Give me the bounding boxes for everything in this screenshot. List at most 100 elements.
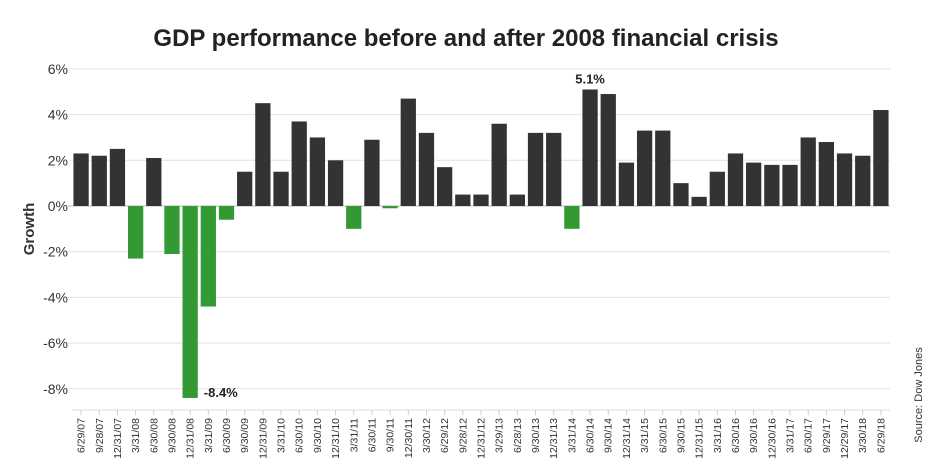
- x-tick-label: 3/30/18: [857, 418, 869, 453]
- bar: [636, 130, 653, 206]
- y-axis-label: Growth: [21, 203, 38, 256]
- bar: [309, 137, 326, 206]
- x-tick-label: 6/29/18: [875, 418, 887, 453]
- bar: [582, 89, 598, 206]
- bar: [382, 206, 398, 209]
- x-tick-label: 3/31/17: [785, 418, 797, 453]
- x-tick-label: 9/30/16: [748, 418, 760, 453]
- bar: [691, 196, 707, 206]
- bar: [546, 132, 562, 206]
- bar: [73, 153, 89, 206]
- bar: [327, 160, 344, 206]
- x-tick-label: 6/30/16: [730, 418, 742, 453]
- data-label: 5.1%: [575, 71, 605, 86]
- bar: [146, 158, 162, 206]
- bar: [727, 153, 744, 206]
- x-tick-label: 6/30/14: [585, 418, 597, 453]
- x-tick-label: 12/31/15: [694, 418, 706, 459]
- x-axis-tick-labels: 6/29/07 9/28/07 12/31/07 3/31/08 6/30/08 9/30…: [72, 409, 890, 459]
- bar: [855, 155, 871, 206]
- x-tick-label: 9/30/14: [603, 418, 615, 453]
- y-tick-label: -2%: [43, 244, 68, 260]
- x-tick-label: 9/30/15: [675, 418, 687, 453]
- x-tick-label: 12/29/17: [839, 418, 851, 459]
- x-tick-label: 12/31/13: [548, 418, 560, 459]
- x-tick-label: 3/30/12: [421, 418, 433, 453]
- x-tick-label: 3/31/10: [276, 418, 288, 453]
- y-tick-label: -8%: [43, 381, 68, 397]
- data-label: -8.4%: [204, 385, 238, 400]
- x-tick-label: 3/31/09: [203, 418, 215, 453]
- x-tick-label: 9/30/10: [312, 418, 324, 453]
- x-tick-label: 3/31/11: [348, 418, 360, 452]
- bar: [709, 171, 725, 206]
- x-tick-label: 6/29/07: [76, 418, 88, 453]
- bar: [746, 162, 762, 206]
- x-tick-label: 9/30/11: [385, 418, 397, 452]
- x-tick-label: 3/31/08: [130, 418, 142, 453]
- bar: [109, 148, 126, 207]
- bar: [200, 206, 216, 307]
- x-tick-label: 12/30/11: [403, 418, 415, 458]
- y-tick-label: 4%: [48, 107, 68, 123]
- x-tick-label: 6/30/08: [148, 418, 160, 453]
- bar: [655, 130, 671, 206]
- bar: [182, 206, 198, 398]
- bar: [564, 206, 580, 229]
- x-tick-label: 6/28/13: [512, 418, 524, 453]
- x-tick-label: 3/31/14: [566, 418, 578, 453]
- bar: [618, 162, 635, 206]
- x-tick-label: 3/29/13: [494, 418, 506, 453]
- bar: [455, 194, 471, 206]
- bar: [255, 103, 271, 206]
- y-axis-tick-labels: 6% 4% 2% 0% -2% -4% -6% -8%: [43, 61, 68, 397]
- bar: [218, 206, 235, 220]
- bar: [364, 139, 380, 206]
- x-tick-label: 6/30/10: [294, 418, 306, 453]
- x-tick-label: 9/30/13: [530, 418, 542, 453]
- bar: [836, 153, 853, 206]
- bar: [237, 171, 253, 206]
- bar: [527, 132, 544, 206]
- bar: [291, 121, 307, 206]
- x-tick-label: 9/28/07: [94, 418, 106, 453]
- y-tick-label: -4%: [43, 289, 68, 305]
- bar: [437, 167, 453, 206]
- bar: [400, 98, 416, 206]
- x-tick-label: 6/30/09: [221, 418, 233, 453]
- x-tick-label: 12/31/14: [621, 418, 633, 459]
- x-tick-label: 9/30/08: [166, 418, 178, 453]
- x-tick-label: 6/30/17: [803, 418, 815, 453]
- bar: [873, 110, 889, 206]
- x-tick-label: 12/30/16: [766, 418, 778, 459]
- data-labels: -8.4% 5.1%: [204, 71, 606, 399]
- bar: [127, 206, 144, 259]
- bar: [418, 132, 435, 206]
- x-tick-label: 12/31/10: [330, 418, 342, 459]
- bar: [800, 137, 816, 206]
- y-tick-label: 0%: [48, 198, 68, 214]
- bar-series: [73, 89, 889, 398]
- x-tick-label: 6/29/12: [439, 418, 451, 453]
- x-tick-label: 6/30/15: [657, 418, 669, 453]
- bar: [782, 164, 798, 206]
- x-tick-label: 12/31/07: [112, 418, 124, 459]
- x-tick-label: 9/28/12: [457, 418, 469, 453]
- x-tick-label: 12/31/12: [476, 418, 488, 459]
- bar: [818, 142, 835, 206]
- bar: [473, 194, 489, 206]
- x-tick-label: 12/31/08: [185, 418, 197, 459]
- y-tick-label: -6%: [43, 335, 68, 351]
- chart-title: GDP performance before and after 2008 fi…: [153, 25, 778, 52]
- y-tick-label: 2%: [48, 152, 68, 168]
- bar: [764, 164, 780, 206]
- x-tick-label: 9/29/17: [821, 418, 833, 453]
- bar: [273, 171, 289, 206]
- source-note: Source: Dow Jones: [913, 347, 925, 443]
- x-tick-label: 3/31/16: [712, 418, 724, 453]
- bar: [600, 94, 616, 206]
- x-tick-label: 6/30/11: [366, 418, 378, 452]
- y-tick-label: 6%: [48, 61, 68, 77]
- bar: [346, 206, 362, 229]
